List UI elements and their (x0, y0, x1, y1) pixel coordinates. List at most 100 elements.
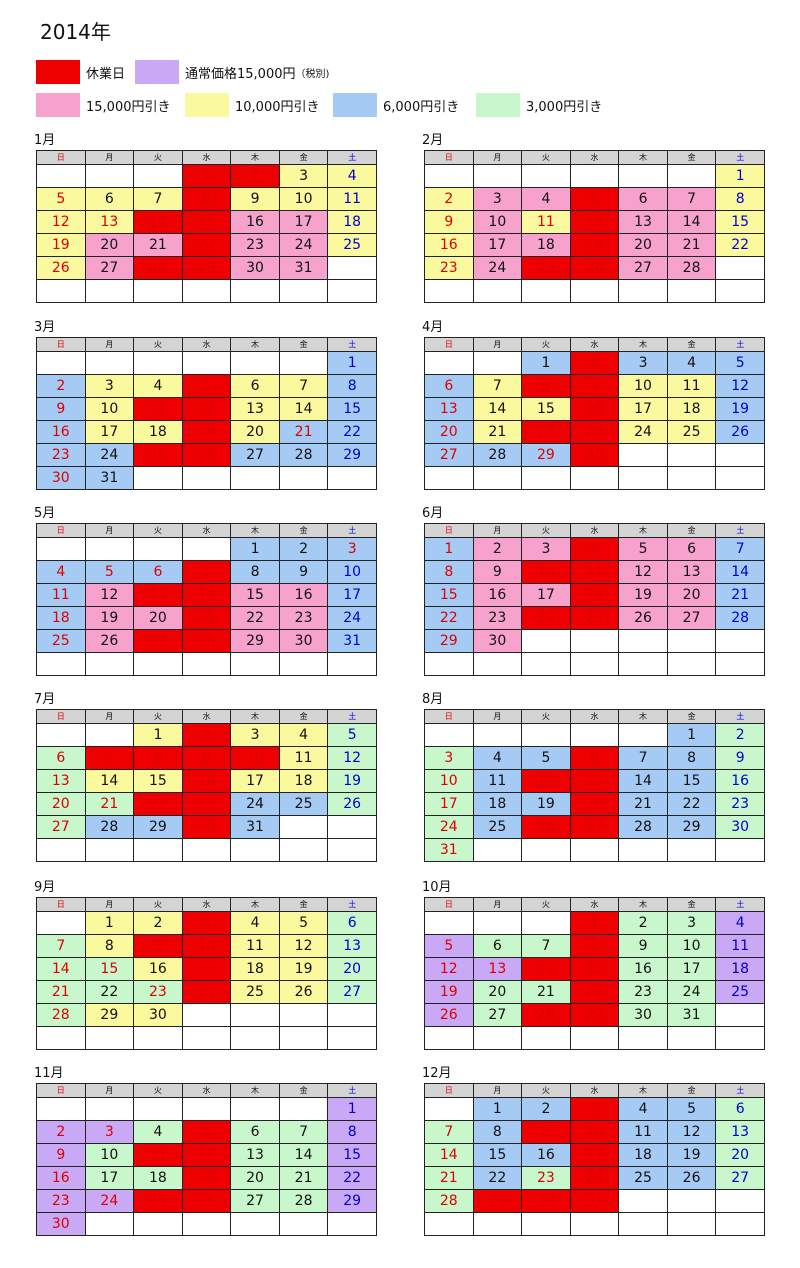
weekday-header-row: 日月火水木金土 (424, 1083, 765, 1098)
day-cell: 4 (36, 560, 86, 584)
day-cell: 15 (666, 769, 717, 793)
day-cell: 7 (521, 934, 571, 958)
day-cell: 14 (133, 210, 183, 234)
day-cell: 4 (715, 911, 765, 935)
week-row: 25 26 27 28 29 30 31 (36, 629, 377, 653)
weekday-header: 木 (618, 709, 668, 724)
day-cell: 14 (84, 769, 135, 793)
empty-day-cell (230, 1097, 280, 1121)
weekday-header: 月 (472, 150, 523, 165)
day-cell: 7 (278, 1120, 329, 1144)
legend-label-tax-note: （税別) (295, 68, 330, 80)
day-cell: 9 (472, 560, 523, 584)
empty-day-cell (666, 164, 717, 188)
empty-day-cell (327, 652, 377, 676)
weekday-header: 木 (618, 150, 668, 165)
empty-day-cell (666, 838, 717, 862)
weekday-header: 日 (36, 1083, 86, 1098)
empty-day-cell (230, 838, 280, 862)
day-cell: 26 (84, 629, 135, 653)
day-cell: 5 (181, 1120, 232, 1144)
legend-label: 15,000円引き (86, 99, 171, 115)
empty-day-cell (569, 466, 620, 490)
empty-day-cell (84, 279, 135, 303)
weekday-header: 水 (181, 150, 232, 165)
empty-day-cell (278, 815, 329, 839)
empty-day-cell (472, 838, 523, 862)
empty-day-cell (715, 1212, 765, 1236)
day-cell: 26 (715, 420, 765, 444)
day-cell: 1 (133, 723, 183, 747)
weekday-header: 日 (424, 709, 474, 724)
weekday-header: 月 (472, 897, 523, 912)
day-cell: 23 (278, 606, 329, 630)
empty-day-cell (181, 1212, 232, 1236)
day-cell: 21 (84, 792, 135, 816)
empty-day-cell (230, 351, 280, 375)
day-cell: 14 (278, 1143, 329, 1167)
day-cell: 28 (84, 815, 135, 839)
day-cell: 26 (181, 443, 232, 467)
empty-day-cell (133, 279, 183, 303)
week-row: 31 (424, 838, 765, 862)
week-row (424, 466, 765, 490)
day-cell: 3 (424, 746, 474, 770)
day-cell: 17 (424, 792, 474, 816)
empty-day-cell (230, 279, 280, 303)
empty-day-cell (36, 537, 86, 561)
day-cell: 6 (133, 560, 183, 584)
week-row: 13 14 15 16 17 18 19 (36, 769, 377, 793)
day-cell: 5 (84, 560, 135, 584)
day-cell: 1 (715, 164, 765, 188)
weekday-header: 日 (424, 337, 474, 352)
empty-day-cell (521, 466, 571, 490)
day-cell: 20 (618, 233, 668, 257)
weekday-header: 月 (84, 337, 135, 352)
weekday-header: 水 (569, 709, 620, 724)
empty-day-cell (521, 652, 571, 676)
empty-day-cell (181, 1026, 232, 1050)
day-cell: 23 (424, 256, 474, 280)
day-cell: 19 (715, 397, 765, 421)
month-title: 6月 (422, 506, 444, 521)
day-cell: 2 (181, 723, 232, 747)
empty-day-cell (472, 652, 523, 676)
day-cell: 20 (230, 1166, 280, 1190)
day-cell: 24 (521, 606, 571, 630)
day-cell: 27 (84, 256, 135, 280)
day-cell: 1 (327, 1097, 377, 1121)
day-cell: 8 (521, 374, 571, 398)
day-cell: 30 (278, 629, 329, 653)
day-cell: 8 (666, 746, 717, 770)
day-cell: 28 (424, 1189, 474, 1213)
day-cell: 6 (569, 746, 620, 770)
weekday-header: 日 (36, 337, 86, 352)
empty-day-cell (424, 1026, 474, 1050)
day-cell: 13 (327, 934, 377, 958)
week-row: 18 19 20 21 22 23 24 (36, 606, 377, 630)
weekday-header: 火 (521, 709, 571, 724)
weekday-header: 土 (327, 150, 377, 165)
empty-day-cell (36, 838, 86, 862)
weekday-header: 日 (36, 150, 86, 165)
legend-swatch-6000 (333, 93, 377, 117)
day-cell: 3 (230, 723, 280, 747)
weekday-header: 水 (181, 897, 232, 912)
empty-day-cell (618, 723, 668, 747)
day-cell: 3 (666, 911, 717, 935)
day-cell: 23 (133, 980, 183, 1004)
empty-day-cell (36, 279, 86, 303)
month-table: 日月火水木金土 1 2 3 4 5 6 7 8 9 10 11 12 13 14 15 16 17 18 19 20 21… (424, 1083, 765, 1236)
month-calendar: 3月日月火水木金土 1 2 3 4 5 6 7 8 9 10 11 12 13 14 15 16 17 18 19 20… (34, 319, 377, 490)
day-cell: 9 (181, 746, 232, 770)
day-cell: 29 (327, 443, 377, 467)
day-cell: 28 (472, 443, 523, 467)
empty-day-cell (278, 1026, 329, 1050)
empty-day-cell (618, 1212, 668, 1236)
day-cell: 25 (618, 1166, 668, 1190)
empty-day-cell (327, 1003, 377, 1027)
weekday-header-row: 日月火水木金土 (424, 337, 765, 352)
day-cell: 9 (715, 746, 765, 770)
day-cell: 12 (181, 397, 232, 421)
month-calendar: 4月日月火水木金土 1 2 3 4 5 6 7 8 9 10 11 12 13 14 15 16 17 18 19 20… (422, 319, 765, 490)
